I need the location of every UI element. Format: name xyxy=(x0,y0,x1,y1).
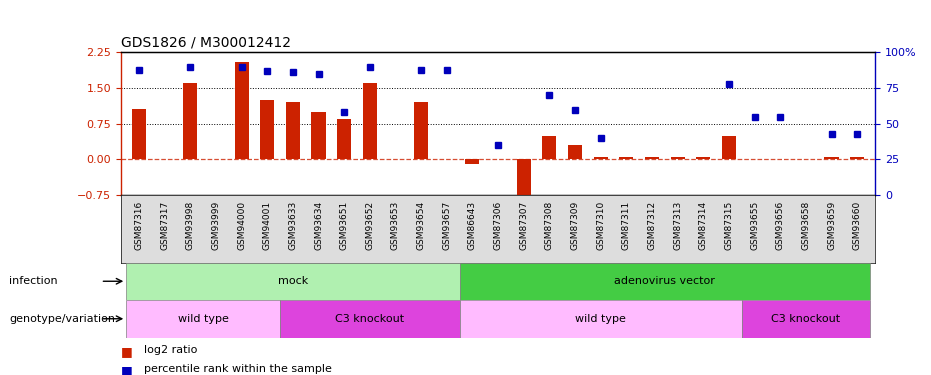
Text: C3 knockout: C3 knockout xyxy=(335,314,404,324)
Text: GSM93651: GSM93651 xyxy=(340,200,349,250)
Bar xyxy=(363,83,377,159)
Text: genotype/variation: genotype/variation xyxy=(9,314,115,324)
Text: wild type: wild type xyxy=(178,314,228,324)
Text: GSM93655: GSM93655 xyxy=(750,200,759,250)
Bar xyxy=(460,262,870,300)
Text: GSM93659: GSM93659 xyxy=(827,200,836,250)
Bar xyxy=(594,157,608,159)
Text: GSM93660: GSM93660 xyxy=(853,200,862,250)
Text: infection: infection xyxy=(9,276,58,286)
Text: GSM87308: GSM87308 xyxy=(545,200,554,250)
Bar xyxy=(742,300,870,338)
Text: percentile rank within the sample: percentile rank within the sample xyxy=(144,364,332,374)
Text: GSM93998: GSM93998 xyxy=(186,200,195,250)
Bar xyxy=(722,136,736,159)
Text: GSM87316: GSM87316 xyxy=(134,200,143,250)
Bar xyxy=(619,157,633,159)
Text: GSM87315: GSM87315 xyxy=(724,200,734,250)
Text: mock: mock xyxy=(277,276,308,286)
Bar xyxy=(543,136,557,159)
Text: GSM93652: GSM93652 xyxy=(365,200,374,249)
Text: GSM87312: GSM87312 xyxy=(647,200,656,249)
Text: GSM93657: GSM93657 xyxy=(442,200,452,250)
Text: GSM87307: GSM87307 xyxy=(519,200,528,250)
Text: GSM93658: GSM93658 xyxy=(802,200,810,250)
Text: GSM94001: GSM94001 xyxy=(263,200,272,249)
Text: GDS1826 / M300012412: GDS1826 / M300012412 xyxy=(121,36,291,50)
Bar xyxy=(260,100,275,159)
Text: GSM93656: GSM93656 xyxy=(776,200,785,250)
Text: GSM93653: GSM93653 xyxy=(391,200,400,250)
Bar xyxy=(517,159,531,195)
Text: GSM87306: GSM87306 xyxy=(493,200,503,250)
Text: GSM93654: GSM93654 xyxy=(417,200,425,249)
Bar xyxy=(645,157,659,159)
Bar xyxy=(414,102,428,159)
Bar xyxy=(127,300,280,338)
Bar xyxy=(850,157,864,159)
Bar xyxy=(568,145,582,159)
Bar xyxy=(696,157,710,159)
Bar xyxy=(312,112,326,159)
Bar xyxy=(132,110,146,159)
Text: GSM87317: GSM87317 xyxy=(160,200,169,250)
Bar xyxy=(466,159,479,164)
Bar xyxy=(286,102,300,159)
Text: GSM93999: GSM93999 xyxy=(211,200,221,250)
Text: wild type: wild type xyxy=(575,314,627,324)
Text: GSM86643: GSM86643 xyxy=(468,200,477,249)
Text: GSM93634: GSM93634 xyxy=(314,200,323,249)
Bar xyxy=(825,157,839,159)
Text: GSM87311: GSM87311 xyxy=(622,200,631,250)
Text: GSM94000: GSM94000 xyxy=(237,200,246,249)
Bar xyxy=(280,300,460,338)
Text: ■: ■ xyxy=(121,345,133,358)
Bar xyxy=(460,300,742,338)
Text: C3 knockout: C3 knockout xyxy=(771,314,841,324)
Bar xyxy=(235,62,249,159)
Bar xyxy=(127,262,460,300)
Text: GSM87314: GSM87314 xyxy=(699,200,708,249)
Bar xyxy=(670,157,684,159)
Bar xyxy=(337,119,351,159)
Text: GSM87309: GSM87309 xyxy=(571,200,579,250)
Text: log2 ratio: log2 ratio xyxy=(144,345,197,355)
Text: GSM87310: GSM87310 xyxy=(596,200,605,250)
Text: ■: ■ xyxy=(121,364,133,375)
Text: GSM93633: GSM93633 xyxy=(289,200,297,250)
Text: GSM87313: GSM87313 xyxy=(673,200,682,250)
Bar xyxy=(183,83,197,159)
Text: adenovirus vector: adenovirus vector xyxy=(614,276,715,286)
